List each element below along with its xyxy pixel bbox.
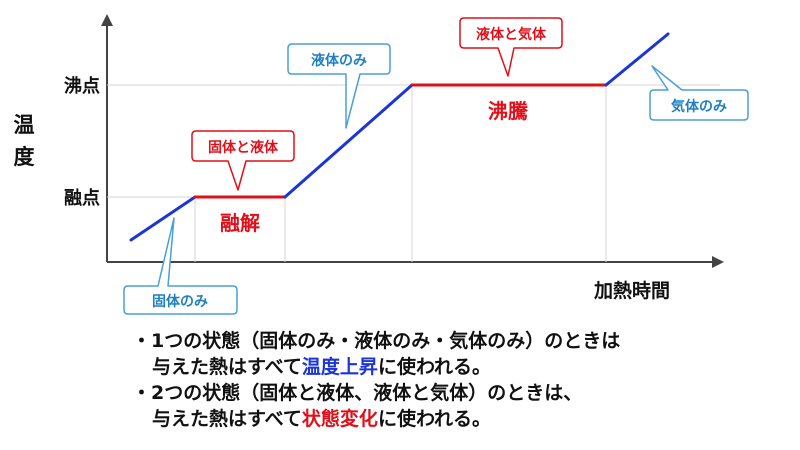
callout-gas-only: 気体のみ bbox=[649, 65, 749, 121]
callout-solid-and-liquid-text: 固体と液体 bbox=[208, 139, 279, 156]
y-tick-boiling-point: 沸点 bbox=[64, 75, 100, 97]
callout-liquid-only: 液体のみ bbox=[287, 43, 391, 129]
y-tick-melting-point: 融点 bbox=[64, 187, 100, 209]
explanation-notes: ・1つの状態（固体のみ・液体のみ・気体のみ）のときは 与えた熱はすべて温度上昇に… bbox=[132, 328, 772, 432]
y-axis-label-char-2: 度 bbox=[14, 145, 35, 169]
callout-solid-only-shape bbox=[123, 217, 238, 315]
note-2-prefix: 与えた熱はすべて bbox=[152, 408, 302, 430]
callout-gas-only-shape bbox=[649, 65, 749, 121]
note-1-emphasis: 温度上昇 bbox=[301, 356, 378, 378]
callout-solid-only-text: 固体のみ bbox=[152, 293, 208, 310]
y-axis-arrowhead bbox=[101, 14, 113, 26]
callout-liquid-and-gas: 液体と気体 bbox=[459, 17, 563, 77]
callout-solid-and-liquid-shape bbox=[191, 130, 295, 191]
callout-solid-and-liquid: 固体と液体 bbox=[191, 130, 295, 191]
callout-liquid-only-text: 液体のみ bbox=[311, 52, 367, 69]
note-1-suffix: に使われる。 bbox=[377, 356, 491, 378]
segment-solid-heating bbox=[129, 195, 197, 242]
note-1-line-2: 与えた熱はすべて温度上昇に使われる。 bbox=[132, 354, 772, 380]
boiling-label: 沸騰 bbox=[488, 99, 529, 123]
heating-curve bbox=[129, 32, 670, 242]
note-2-line-2: 与えた熱はすべて状態変化に使われる。 bbox=[132, 406, 772, 432]
x-axis-arrowhead bbox=[712, 256, 724, 268]
x-axis-label: 加熱時間 bbox=[593, 279, 670, 302]
segment-gas-heating bbox=[604, 32, 670, 87]
note-2-suffix: に使われる。 bbox=[377, 408, 491, 430]
note-2-emphasis: 状態変化 bbox=[301, 408, 378, 430]
note-1-prefix: 与えた熱はすべて bbox=[152, 356, 302, 378]
callout-gas-only-text: 気体のみ bbox=[671, 98, 727, 115]
callout-solid-only: 固体のみ bbox=[123, 217, 238, 315]
guide-lines bbox=[107, 84, 720, 262]
segment-liquid-heating bbox=[283, 83, 414, 199]
note-1-line-1: ・1つの状態（固体のみ・液体のみ・気体のみ）のときは bbox=[132, 330, 621, 352]
callout-liquid-and-gas-text: 液体と気体 bbox=[476, 26, 547, 43]
callout-liquid-and-gas-shape bbox=[459, 17, 563, 77]
note-2-line-1: ・2つの状態（固体と液体、液体と気体）のときは、 bbox=[132, 382, 583, 404]
callout-liquid-only-shape bbox=[287, 43, 391, 129]
y-axis-label-char-1: 温 bbox=[14, 113, 35, 137]
melting-label: 融解 bbox=[220, 211, 260, 235]
